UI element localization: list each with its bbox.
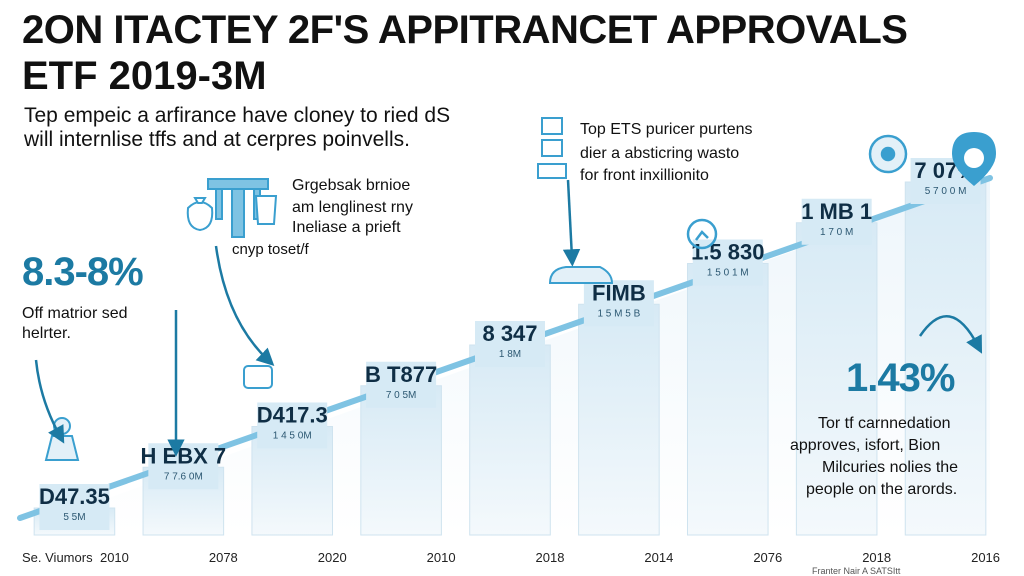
- right-callout-value: 1.43%: [846, 356, 955, 400]
- center-callout-line-4: cnyp toset/f: [232, 241, 309, 258]
- intro-line-1: Tep empeic a arfirance have cloney to ri…: [24, 104, 451, 127]
- right-callout-line-3: Milcuries nolies the: [822, 459, 959, 476]
- bar-sub-label-4: 1 8M: [499, 349, 521, 360]
- arrow-right-callout: [918, 315, 983, 354]
- page-title: 2ON ITACTEY 2F'S APPITRANCET APPROVALS: [22, 8, 908, 52]
- x-tick-0: 2010: [100, 550, 129, 565]
- bar-sub-label-3: 7 0 5M: [386, 390, 417, 401]
- bar-7: [795, 222, 878, 536]
- bar-sub-label-2: 1 4 5 0M: [273, 431, 312, 442]
- right-callout-line-2: approves, isfort, Bion: [790, 437, 941, 454]
- intro-line-2: will internlise tffs and at cerpres poin…: [24, 128, 410, 151]
- cloud-location-icon: [952, 132, 996, 186]
- bar-value-label-6: 1.5 830: [691, 240, 764, 265]
- building-icon: [44, 417, 80, 461]
- x-tick-4: 2018: [536, 550, 565, 565]
- footer-left-label: Se. Viumors: [22, 550, 93, 565]
- bar-value-label-7: 1 MB 1: [801, 199, 872, 224]
- bar-value-label-3: B T877: [365, 362, 437, 387]
- bar-value-label-1: H EBX 7: [141, 443, 227, 468]
- bar-label-box-4: [475, 321, 545, 367]
- hand-icon: [254, 195, 278, 225]
- arrow-left-callout: [34, 359, 65, 444]
- footer-right-label: Franter Nair A SATSItt: [812, 566, 901, 576]
- x-tick-2: 2020: [318, 550, 347, 565]
- center-callout-line-1: Grgebsak brnioe: [292, 177, 411, 194]
- top-callout-line-1: Top ETS puricer purtens: [580, 121, 753, 138]
- bar-3: [360, 385, 442, 536]
- bar-5: [578, 303, 660, 536]
- bar-value-label-4: 8 347: [482, 321, 537, 346]
- bar-sub-label-7: 1 7 0 M: [820, 227, 853, 238]
- center-callout-line-3: Ineliase a prieft: [292, 219, 401, 236]
- bar-value-label-0: D47.35: [39, 484, 110, 509]
- x-tick-1: 2078: [209, 550, 238, 565]
- bar-label-box-2: [257, 402, 328, 449]
- document-icon: [537, 117, 567, 179]
- top-callout-line-3: for front inxillionito: [580, 167, 709, 184]
- money-bag-icon: [186, 197, 214, 232]
- bar-sub-label-0: 5 5M: [63, 512, 85, 523]
- page-subtitle: ETF 2019-3M: [22, 54, 267, 98]
- bar-sub-label-8: 5 7 0 0 M: [925, 186, 967, 197]
- bar-8: [904, 181, 987, 536]
- top-callout-line-2: dier a absticring wasto: [580, 145, 740, 162]
- growth-icon: [686, 218, 718, 250]
- bar-value-label-5: FIMB: [592, 280, 646, 305]
- bar-4: [469, 344, 551, 536]
- arrow-center-callout: [214, 245, 275, 367]
- arrow-top-callout: [562, 179, 581, 267]
- left-callout-line-2: helrter.: [22, 325, 71, 342]
- bar-6: [686, 263, 769, 536]
- shoe-icon: [548, 266, 614, 284]
- x-axis-ticks: 2010 2078 2020 2010 2018 2014 2076 2018 2016: [100, 550, 1000, 565]
- x-tick-8: 2016: [971, 550, 1000, 565]
- bar-label-group: D47.35 5 5M H EBX 7 7 7.6 0M D417.3 1 4 5 0M B…: [39, 158, 981, 530]
- x-tick-7: 2018: [862, 550, 891, 565]
- bar-sub-label-5: 1 5 M 5 B: [597, 308, 640, 319]
- bar-label-box-7: [801, 198, 872, 245]
- left-callout-line-1: Off matrior sed: [22, 305, 128, 322]
- bar-value-label-2: D417.3: [257, 403, 328, 428]
- bar-label-box-3: [366, 361, 437, 408]
- bar-label-box-5: [583, 280, 654, 327]
- target-icon: [868, 134, 908, 174]
- bar-sub-label-1: 7 7.6 0M: [164, 471, 203, 482]
- center-callout-line-2: am lenglinest rny: [292, 199, 413, 216]
- right-callout-line-4: people on the arords.: [806, 481, 958, 498]
- bar-label-box-0: [39, 484, 110, 530]
- intro-text: Tep empeic a arfirance have cloney to ri…: [24, 104, 544, 152]
- left-callout-value: 8.3-8%: [22, 250, 144, 294]
- x-tick-3: 2010: [427, 550, 456, 565]
- x-tick-5: 2014: [644, 550, 673, 565]
- right-callout-line-1: Tor tf carnnedation: [818, 415, 951, 432]
- bar-sub-label-6: 1 5 0 1 M: [707, 268, 749, 279]
- x-tick-6: 2076: [753, 550, 782, 565]
- bottle-icon: [243, 365, 273, 389]
